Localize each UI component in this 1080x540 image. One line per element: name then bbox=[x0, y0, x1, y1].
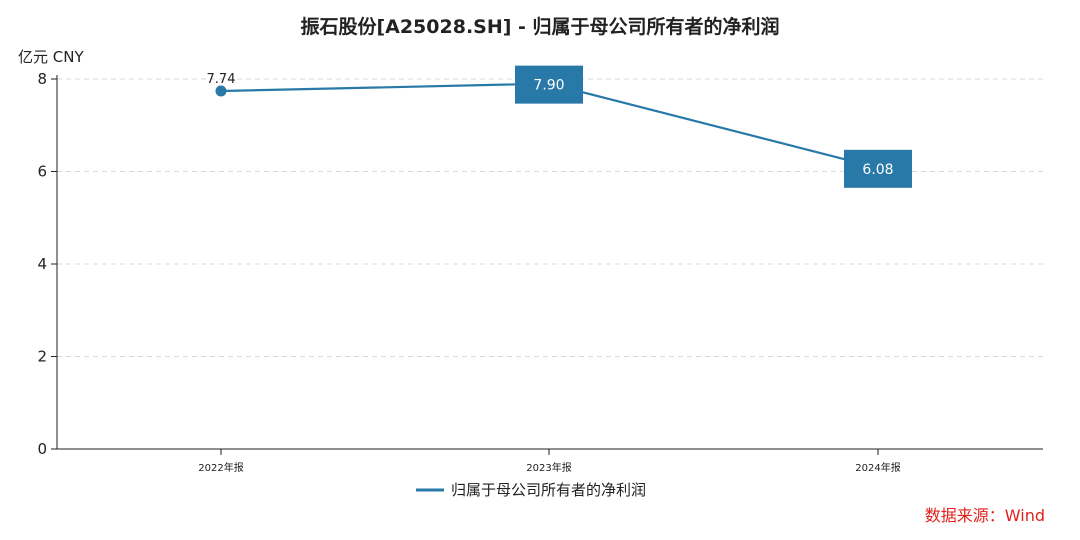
data-label-box bbox=[844, 149, 912, 188]
data-label: 7.90 bbox=[533, 78, 564, 94]
y-tick-label: 0 bbox=[37, 440, 47, 458]
y-axis-unit-label: 亿元 CNY bbox=[18, 48, 84, 66]
data-label-box bbox=[515, 65, 583, 104]
axes: 0 2 4 6 8 2022年报 2023年报 2024年报 bbox=[37, 70, 1043, 474]
data-label: 7.74 bbox=[207, 72, 236, 87]
data-labels: 7.74 7.90 6.08 bbox=[207, 65, 912, 188]
y-tick-label: 2 bbox=[37, 348, 47, 366]
data-point[interactable] bbox=[215, 85, 227, 97]
y-tick-label: 6 bbox=[37, 163, 47, 181]
x-tick-label: 2022年报 bbox=[198, 461, 243, 474]
x-tick-label: 2024年报 bbox=[855, 461, 900, 474]
data-label: 6.08 bbox=[862, 162, 893, 178]
gridlines bbox=[57, 78, 1043, 357]
y-tick-label: 4 bbox=[37, 255, 47, 273]
data-source-note: 数据来源：Wind bbox=[925, 506, 1045, 525]
legend[interactable]: 归属于母公司所有者的净利润 bbox=[416, 481, 646, 499]
x-tick-label: 2023年报 bbox=[526, 461, 571, 474]
chart-title: 振石股份[A25028.SH] - 归属于母公司所有者的净利润 bbox=[300, 15, 779, 38]
legend-label: 归属于母公司所有者的净利润 bbox=[451, 481, 646, 499]
y-tick-label: 8 bbox=[37, 70, 47, 88]
